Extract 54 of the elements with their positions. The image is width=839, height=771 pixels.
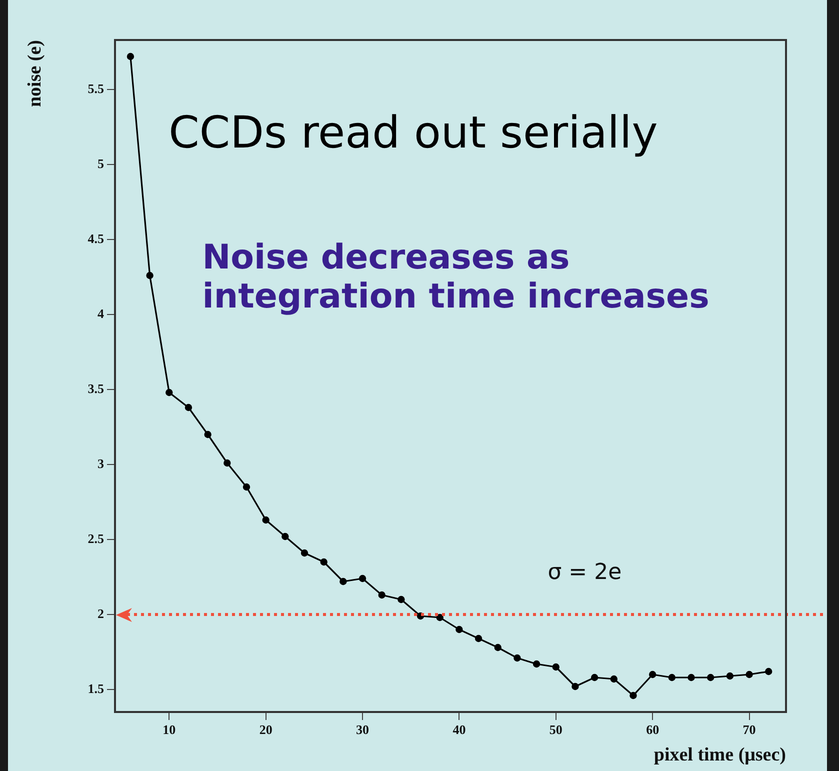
point [224,459,231,467]
y-tick-label: 5.5 [88,80,104,96]
y-tick-label: 1.5 [88,680,104,696]
point [398,596,405,604]
ref-line-label: σ = 2e [548,560,622,586]
y-tick-label: 3 [98,456,104,471]
annotation: CCDs read out serially [168,108,658,159]
point [746,670,753,678]
point [668,674,676,682]
point [282,532,289,540]
point [378,591,386,599]
x-tick-label: 30 [356,722,370,738]
point [688,674,695,682]
point [166,388,173,396]
x-tick-label: 10 [162,722,176,738]
point [242,483,250,491]
point [204,430,212,438]
annotation: Noise decreases as integration time increases [202,237,710,317]
point [494,644,502,652]
point [590,674,598,682]
point [358,574,366,582]
point [184,404,192,412]
y-tick-label: 5 [98,156,104,171]
x-tick-label: 20 [259,722,272,738]
y-axis-title: noise (e) [24,40,46,108]
point [126,52,134,60]
y-tick-label: 4 [98,306,104,321]
point [532,660,540,668]
point [340,578,347,586]
y-tick-label: 2 [98,606,104,621]
y-tick-label: 2.5 [88,530,104,546]
y-tick-label: 4.5 [88,230,104,246]
point [456,626,463,634]
point [320,558,328,566]
point [552,663,560,671]
x-tick-label: 70 [742,722,756,738]
x-tick-label: 40 [452,722,466,738]
point [706,674,714,682]
point [514,654,521,662]
point [572,682,579,690]
point [436,614,444,622]
x-tick-label: 60 [646,722,660,738]
point [630,692,637,700]
x-tick-label: 50 [549,722,562,738]
point [610,675,618,683]
point [726,672,734,680]
y-tick-label: 3.5 [88,380,104,396]
point [474,634,482,642]
x-axis-title: pixel time (μsec) [654,744,786,766]
point [146,272,154,280]
point [648,670,656,678]
point [764,668,772,676]
point [300,549,308,557]
point [262,516,270,524]
